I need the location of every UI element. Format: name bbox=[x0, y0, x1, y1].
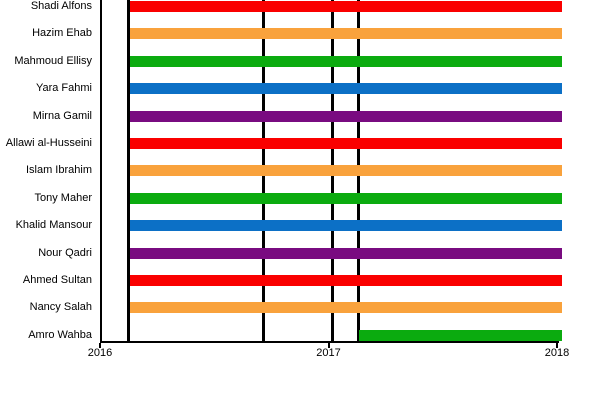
x-axis-tick bbox=[99, 343, 101, 348]
timeline-bar bbox=[129, 138, 562, 150]
row-label: Nancy Salah bbox=[29, 301, 92, 314]
x-axis-tick-label: 2016 bbox=[87, 347, 113, 359]
x-axis-tick bbox=[327, 343, 330, 348]
row-label: Ahmed Sultan bbox=[22, 274, 92, 286]
timeline-bar bbox=[129, 83, 562, 95]
timeline-bar bbox=[129, 302, 562, 314]
row-label: Yara Fahmi bbox=[35, 82, 92, 95]
timeline-bar bbox=[129, 275, 562, 286]
y-axis-line bbox=[100, 0, 102, 343]
timeline-bar bbox=[129, 110, 562, 122]
event-line bbox=[127, 0, 131, 341]
timeline-bar bbox=[129, 192, 562, 204]
x-axis-tick bbox=[556, 343, 558, 348]
x-axis-tick-label: 2018 bbox=[544, 347, 570, 359]
row-label: Hazim Ehab bbox=[32, 27, 92, 40]
timeline-bar bbox=[129, 165, 562, 177]
timeline-bar bbox=[359, 329, 562, 341]
row-label: Amro Wahba bbox=[28, 328, 92, 341]
timeline-bar bbox=[129, 247, 562, 259]
timeline-bar bbox=[129, 220, 562, 232]
timeline-bar bbox=[129, 28, 562, 40]
row-label: Shadi Alfons bbox=[30, 0, 92, 13]
x-axis-line bbox=[100, 341, 559, 343]
x-axis-tick-label: 2017 bbox=[316, 347, 341, 359]
row-label: Nour Qadri bbox=[38, 246, 92, 259]
row-label: Mahmoud Ellisy bbox=[14, 54, 92, 67]
row-label: Tony Maher bbox=[34, 191, 92, 204]
timeline-bar bbox=[129, 55, 562, 67]
row-label: Allawi al-Husseini bbox=[5, 137, 92, 150]
timeline-bar bbox=[129, 1, 562, 13]
row-label: Islam Ibrahim bbox=[25, 164, 92, 177]
row-label: Mirna Gamil bbox=[32, 109, 92, 122]
row-label: Khalid Mansour bbox=[15, 219, 92, 232]
